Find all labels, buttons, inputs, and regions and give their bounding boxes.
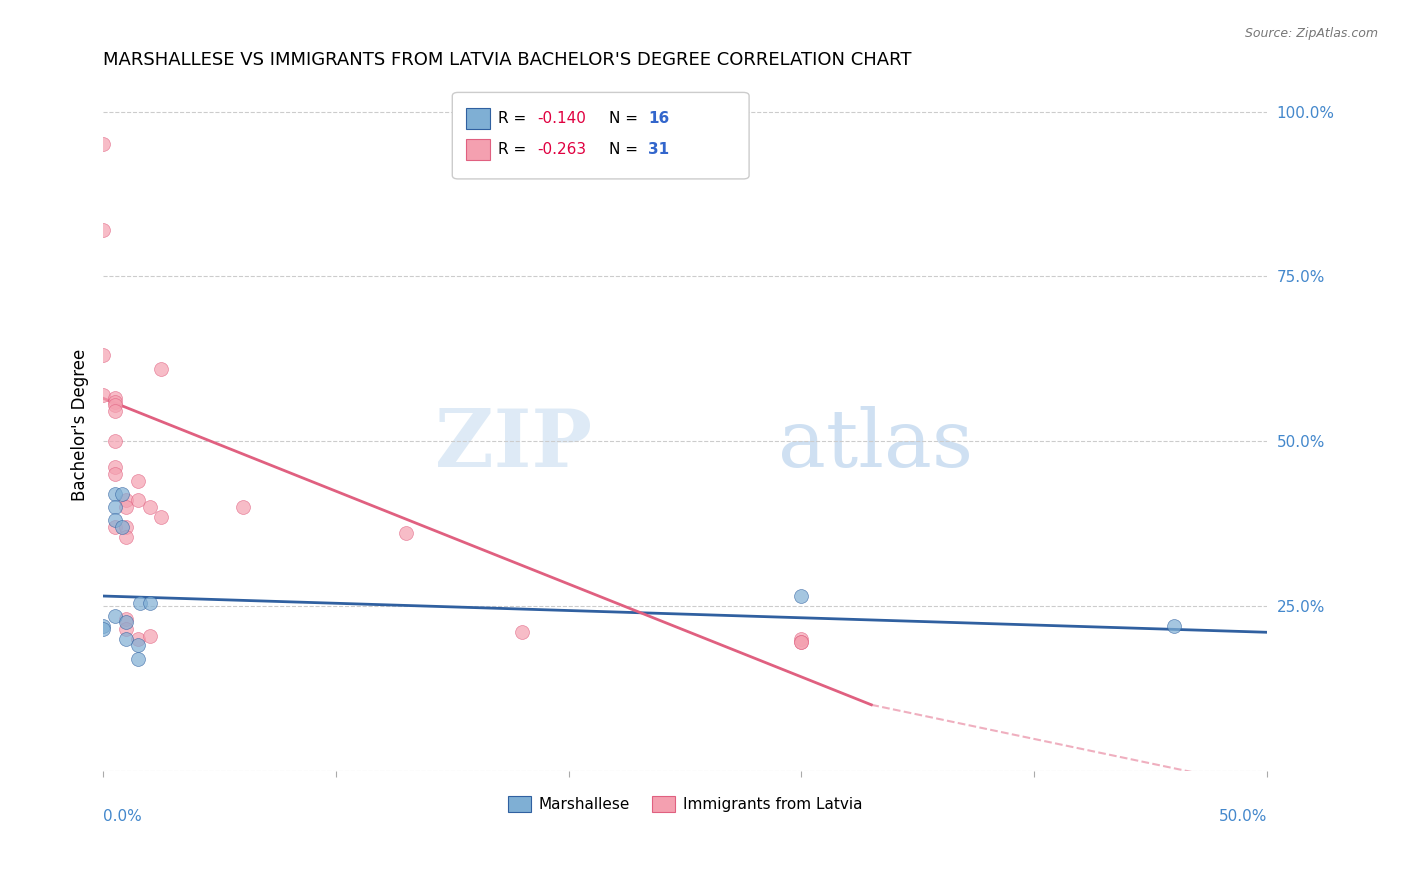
Point <box>115 622 138 636</box>
Point <box>150 361 173 376</box>
Point <box>115 520 138 534</box>
Point <box>790 635 813 649</box>
Point <box>115 612 138 626</box>
Text: R =: R = <box>498 142 531 157</box>
Point <box>127 651 149 665</box>
Point <box>104 404 127 418</box>
Text: -0.263: -0.263 <box>537 142 586 157</box>
Point <box>790 635 813 649</box>
Point <box>91 137 114 152</box>
Point <box>115 530 138 544</box>
Point <box>104 394 127 409</box>
Text: atlas: atlas <box>778 407 973 484</box>
Y-axis label: Bachelor's Degree: Bachelor's Degree <box>72 349 89 500</box>
Point <box>127 493 149 508</box>
Point <box>115 493 138 508</box>
Point <box>104 487 127 501</box>
Text: N =: N = <box>609 112 644 126</box>
Point <box>510 625 533 640</box>
Text: ZIP: ZIP <box>434 407 592 484</box>
Point <box>104 434 127 449</box>
Point <box>395 526 418 541</box>
FancyBboxPatch shape <box>467 139 489 160</box>
Point <box>104 608 127 623</box>
Text: MARSHALLESE VS IMMIGRANTS FROM LATVIA BACHELOR'S DEGREE CORRELATION CHART: MARSHALLESE VS IMMIGRANTS FROM LATVIA BA… <box>103 51 911 69</box>
Point <box>104 467 127 481</box>
Text: 0.0%: 0.0% <box>103 809 142 824</box>
Point <box>104 460 127 475</box>
Point <box>790 589 813 603</box>
FancyBboxPatch shape <box>453 93 749 179</box>
Point <box>111 520 134 534</box>
Point <box>91 622 114 636</box>
Legend: Marshallese, Immigrants from Latvia: Marshallese, Immigrants from Latvia <box>502 790 869 819</box>
Text: Source: ZipAtlas.com: Source: ZipAtlas.com <box>1244 27 1378 40</box>
Point <box>111 487 134 501</box>
Point <box>138 596 160 610</box>
Point <box>1163 618 1185 632</box>
Point <box>138 500 160 514</box>
Point <box>91 348 114 362</box>
Point <box>104 513 127 527</box>
Text: 16: 16 <box>648 112 669 126</box>
Point <box>115 632 138 646</box>
Point <box>91 223 114 237</box>
Point <box>138 629 160 643</box>
Text: -0.140: -0.140 <box>537 112 586 126</box>
Point <box>150 510 173 524</box>
Point <box>91 618 114 632</box>
Text: R =: R = <box>498 112 531 126</box>
Point <box>790 632 813 646</box>
Text: 31: 31 <box>648 142 669 157</box>
Point <box>104 500 127 514</box>
Text: 50.0%: 50.0% <box>1219 809 1267 824</box>
Point <box>115 500 138 514</box>
Point <box>232 500 254 514</box>
Point <box>104 391 127 405</box>
Point <box>127 639 149 653</box>
Point <box>115 615 138 630</box>
Point <box>129 596 152 610</box>
Point <box>127 474 149 488</box>
Text: N =: N = <box>609 142 644 157</box>
Point <box>104 398 127 412</box>
Point <box>91 388 114 402</box>
FancyBboxPatch shape <box>467 108 489 129</box>
Point <box>127 632 149 646</box>
Point <box>104 520 127 534</box>
